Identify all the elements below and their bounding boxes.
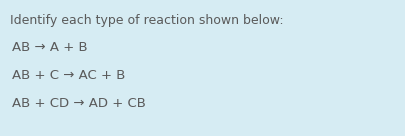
Text: AB + C → AC + B: AB + C → AC + B	[12, 69, 125, 82]
Text: Identify each type of reaction shown below:: Identify each type of reaction shown bel…	[10, 14, 283, 27]
Text: AB + CD → AD + CB: AB + CD → AD + CB	[12, 97, 145, 110]
Text: AB → A + B: AB → A + B	[12, 41, 87, 54]
